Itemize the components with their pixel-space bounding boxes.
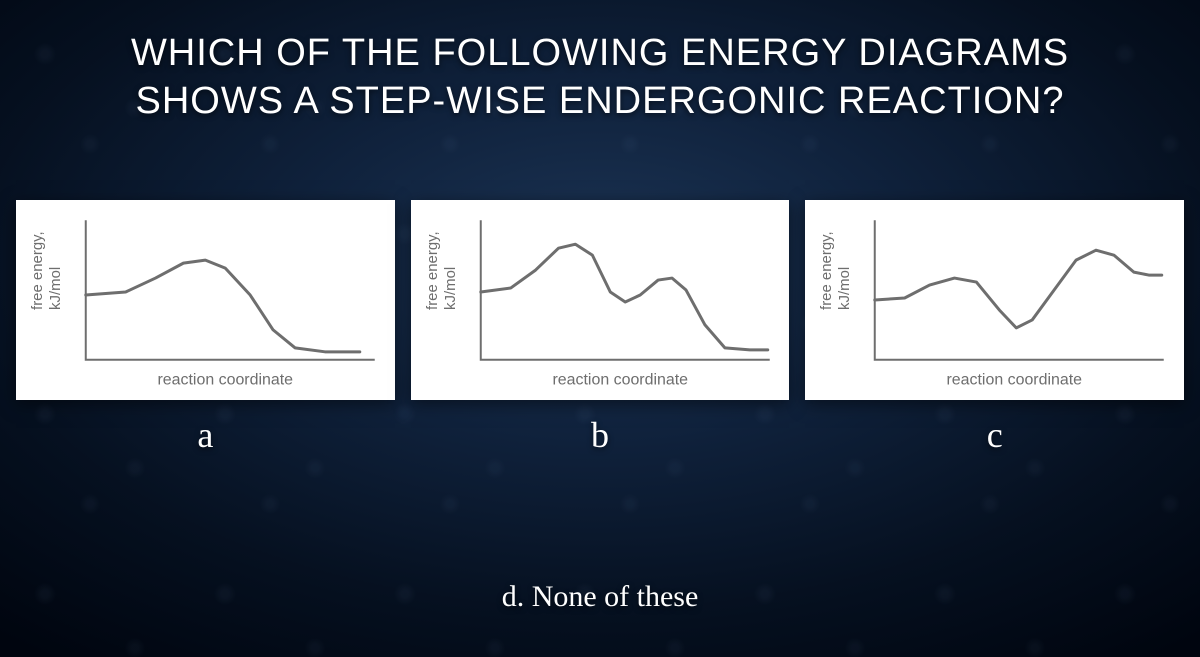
option-label-b: b (591, 414, 609, 456)
axes-b (480, 220, 769, 360)
panels-row: free energy, kJ/mol reaction coordinate … (16, 200, 1184, 456)
chart-panel-a: free energy, kJ/mol reaction coordinate (16, 200, 395, 400)
option-b[interactable]: free energy, kJ/mol reaction coordinate … (411, 200, 790, 456)
chart-panel-c: free energy, kJ/mol reaction coordinate (805, 200, 1184, 400)
curve-c (875, 250, 1162, 328)
y-axis-label-line1: free energy, (424, 231, 441, 310)
y-axis-label-line1: free energy, (29, 231, 46, 310)
energy-diagram-b: free energy, kJ/mol reaction coordinate (411, 200, 790, 400)
energy-diagram-a: free energy, kJ/mol reaction coordinate (16, 200, 395, 400)
option-d[interactable]: d. None of these (0, 580, 1200, 614)
y-axis-label-line2: kJ/mol (47, 267, 64, 310)
x-axis-label: reaction coordinate (552, 372, 688, 389)
option-a[interactable]: free energy, kJ/mol reaction coordinate … (16, 200, 395, 456)
slide: WHICH OF THE FOLLOWING ENERGY DIAGRAMS S… (0, 0, 1200, 657)
chart-panel-b: free energy, kJ/mol reaction coordinate (411, 200, 790, 400)
y-axis-label-line2: kJ/mol (442, 267, 459, 310)
option-label-a: a (197, 414, 213, 456)
question-title: WHICH OF THE FOLLOWING ENERGY DIAGRAMS S… (0, 30, 1200, 125)
option-c[interactable]: free energy, kJ/mol reaction coordinate … (805, 200, 1184, 456)
y-axis-label-line1: free energy, (818, 231, 835, 310)
y-axis-label-line2: kJ/mol (836, 267, 853, 310)
x-axis-label: reaction coordinate (947, 372, 1083, 389)
curve-b (480, 244, 767, 350)
option-label-c: c (987, 414, 1003, 456)
energy-diagram-c: free energy, kJ/mol reaction coordinate (805, 200, 1184, 400)
curve-a (86, 260, 360, 352)
x-axis-label: reaction coordinate (157, 372, 293, 389)
